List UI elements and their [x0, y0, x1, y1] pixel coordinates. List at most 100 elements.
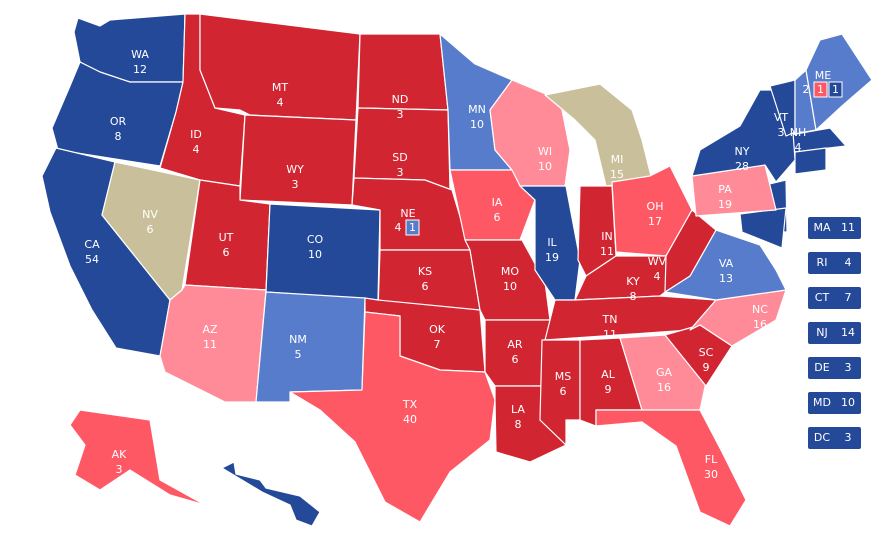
- small-state-abbr: NJ: [816, 326, 827, 339]
- state-votes: 4: [280, 520, 287, 533]
- state-abbr: GA: [656, 366, 673, 379]
- state-votes: 6: [494, 211, 501, 224]
- state-votes: 16: [657, 381, 671, 394]
- state-abbr: WA: [131, 48, 149, 61]
- state-votes: 5: [295, 348, 302, 361]
- state-votes: 11: [603, 328, 617, 341]
- district-box: [813, 81, 828, 98]
- small-state-abbr: DE: [814, 361, 829, 374]
- state-votes: 4: [277, 96, 284, 109]
- small-state-votes: 3: [845, 361, 852, 374]
- state-abbr: MS: [555, 370, 571, 383]
- state-abbr: AZ: [202, 323, 218, 336]
- state-abbr: HI: [277, 505, 289, 518]
- state-abbr: OK: [429, 323, 446, 336]
- state-abbr: WY: [286, 163, 304, 176]
- state-votes: 4: [193, 143, 200, 156]
- state-abbr: VA: [719, 257, 734, 270]
- state-abbr: PA: [718, 183, 732, 196]
- small-state-box: [808, 252, 861, 274]
- state-shape: [265, 203, 381, 301]
- state-votes: 8: [515, 418, 522, 431]
- small-state-box: [808, 392, 861, 414]
- state-abbr: ND: [392, 93, 409, 106]
- state-votes: 16: [753, 318, 767, 331]
- state-abbr: OR: [110, 115, 127, 128]
- state-shape: [664, 209, 717, 293]
- state-abbr: NV: [142, 208, 158, 221]
- state-shape: [619, 334, 707, 411]
- small-state-box: [808, 357, 861, 379]
- state-votes: 4: [795, 141, 802, 154]
- state-votes: 3: [778, 126, 785, 139]
- state-votes: 6: [422, 280, 429, 293]
- state-votes: 8: [115, 130, 122, 143]
- state-shape: [221, 461, 321, 527]
- state-votes: 54: [85, 253, 99, 266]
- state-abbr: IL: [547, 236, 557, 249]
- state-abbr: SC: [699, 346, 714, 359]
- state-abbr: NC: [752, 303, 768, 316]
- state-votes: 13: [719, 272, 733, 285]
- state-votes: 6: [512, 353, 519, 366]
- state-abbr: CA: [84, 238, 100, 251]
- state-abbr: WI: [538, 145, 552, 158]
- state-shape: [255, 291, 366, 403]
- state-votes: 10: [538, 160, 552, 173]
- state-votes: 3: [116, 463, 123, 476]
- state-votes: 11: [600, 245, 614, 258]
- state-abbr: MI: [611, 153, 624, 166]
- state-shape: [794, 147, 827, 175]
- state-votes: 19: [545, 251, 559, 264]
- state-abbr: MO: [501, 265, 519, 278]
- state-abbr: ME: [815, 69, 831, 82]
- state-votes: 11: [203, 338, 217, 351]
- state-votes: 3: [292, 178, 299, 191]
- small-state-abbr: RI: [817, 256, 828, 269]
- state-votes: 8: [630, 290, 637, 303]
- state-shape: [595, 409, 747, 527]
- state-abbr: KY: [626, 275, 640, 288]
- state-votes: 6: [560, 385, 567, 398]
- small-state-votes: 4: [845, 256, 852, 269]
- state-votes: 10: [470, 118, 484, 131]
- state-votes: 3: [397, 166, 404, 179]
- state-votes: 9: [605, 383, 612, 396]
- state-abbr: NY: [735, 145, 750, 158]
- small-state-votes: 10: [841, 396, 855, 409]
- small-state-abbr: CT: [815, 291, 830, 304]
- state-votes: 3: [397, 108, 404, 121]
- state-shape: [239, 114, 357, 206]
- state-votes: 12: [133, 63, 147, 76]
- state-votes: 2: [803, 83, 810, 96]
- district-box: [828, 81, 843, 98]
- state-abbr: NE: [400, 207, 415, 220]
- district-box: [405, 219, 420, 236]
- state-abbr: NM: [289, 333, 307, 346]
- state-votes: 4: [395, 221, 402, 234]
- state-abbr: IN: [601, 230, 612, 243]
- small-state-votes: 14: [841, 326, 855, 339]
- state-votes: 6: [147, 223, 154, 236]
- state-votes: 4: [654, 270, 661, 283]
- state-shape: [449, 169, 536, 241]
- state-votes: 15: [610, 168, 624, 181]
- state-abbr: NH: [790, 126, 807, 139]
- district-votes: 1: [409, 221, 416, 234]
- state-abbr: UT: [219, 231, 234, 244]
- state-votes: 10: [308, 248, 322, 261]
- state-votes: 7: [434, 338, 441, 351]
- state-votes: 40: [403, 413, 417, 426]
- small-state-votes: 7: [845, 291, 852, 304]
- state-abbr: TN: [602, 313, 618, 326]
- state-abbr: TX: [402, 398, 418, 411]
- state-abbr: SD: [392, 151, 407, 164]
- state-abbr: FL: [705, 453, 718, 466]
- small-state-box: [808, 322, 861, 344]
- state-abbr: VT: [774, 111, 789, 124]
- state-abbr: MN: [468, 103, 486, 116]
- state-abbr: OH: [647, 200, 664, 213]
- small-state-votes: 3: [845, 431, 852, 444]
- state-abbr: LA: [511, 403, 525, 416]
